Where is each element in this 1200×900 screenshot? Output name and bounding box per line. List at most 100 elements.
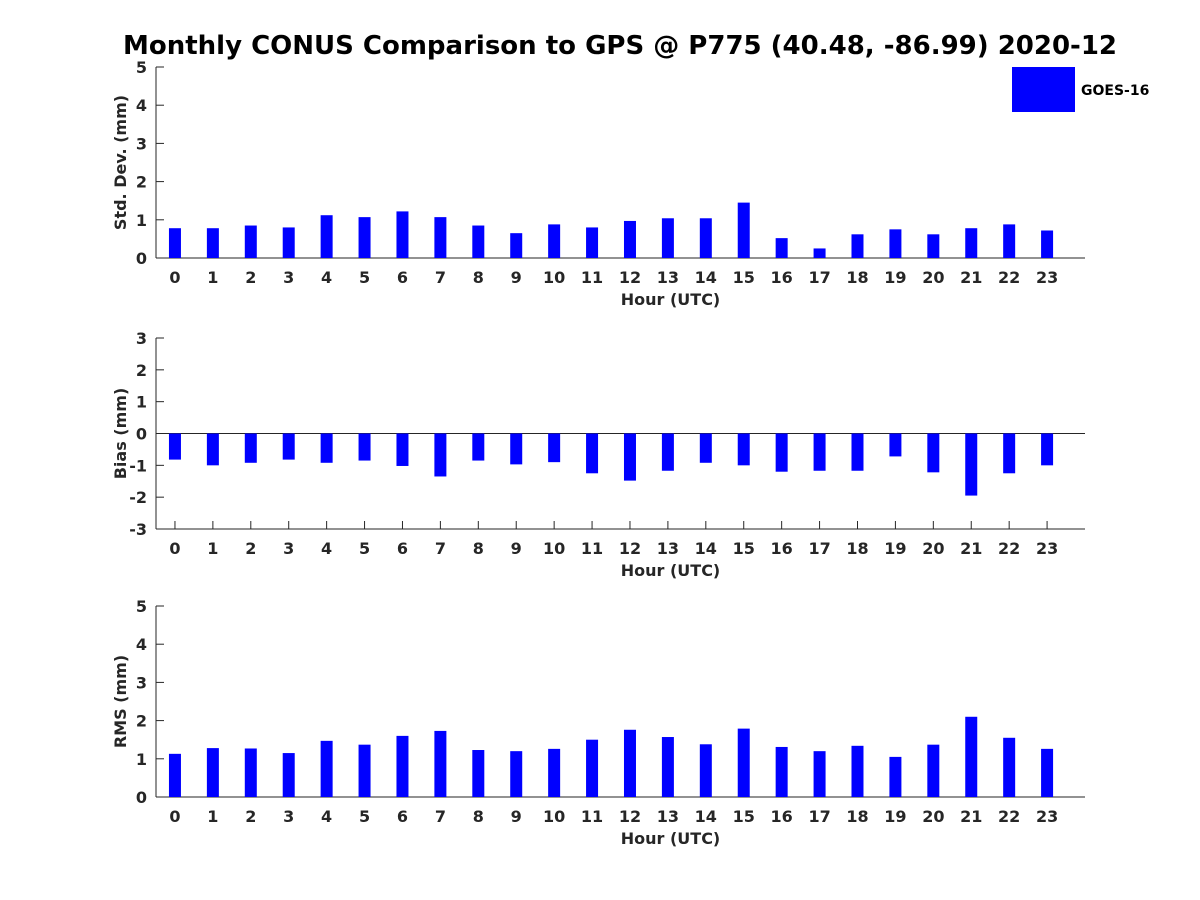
bar-hour-17 <box>813 433 826 471</box>
bar-hour-13 <box>661 218 674 258</box>
bar-hour-22 <box>1003 224 1016 258</box>
x-tick-label: 0 <box>169 268 180 287</box>
x-tick-label: 12 <box>619 807 641 826</box>
x-tick-label: 18 <box>846 268 868 287</box>
x-tick-label: 10 <box>543 807 565 826</box>
x-tick-label: 1 <box>207 807 218 826</box>
bar-hour-9 <box>510 233 523 258</box>
x-tick-label: 14 <box>695 807 717 826</box>
bar-hour-12 <box>623 220 636 258</box>
bar-hour-8 <box>472 225 485 258</box>
bar-hour-23 <box>1041 433 1054 466</box>
y-tick-label: 2 <box>136 712 147 731</box>
x-tick-label: 9 <box>511 268 522 287</box>
bar-hour-1 <box>206 228 219 258</box>
y-tick-label: 1 <box>136 211 147 230</box>
legend-swatch-goes-16 <box>1012 67 1075 112</box>
x-tick-label: 3 <box>283 268 294 287</box>
bar-hour-2 <box>244 433 257 463</box>
x-tick-label: 13 <box>657 539 679 558</box>
y-tick-label: 2 <box>136 173 147 192</box>
x-tick-label: 3 <box>283 807 294 826</box>
x-tick-label: 14 <box>695 268 717 287</box>
bar-hour-15 <box>737 433 750 466</box>
x-tick-label: 18 <box>846 807 868 826</box>
y-tick-label: 4 <box>136 635 147 654</box>
x-tick-label: 22 <box>998 539 1020 558</box>
bar-hour-6 <box>396 735 409 797</box>
bar-hour-5 <box>358 744 371 797</box>
bar-hour-4 <box>320 433 333 463</box>
x-tick-label: 4 <box>321 268 332 287</box>
x-tick-label: 4 <box>321 539 332 558</box>
x-tick-label: 15 <box>733 268 755 287</box>
bar-hour-21 <box>965 716 978 797</box>
bar-hour-11 <box>586 433 599 474</box>
bar-hour-18 <box>851 433 864 471</box>
bar-hour-6 <box>396 433 409 466</box>
x-tick-label: 18 <box>846 539 868 558</box>
x-tick-label: 9 <box>511 807 522 826</box>
bar-hour-22 <box>1003 433 1016 474</box>
bar-hour-19 <box>889 229 902 258</box>
x-tick-label: 19 <box>884 268 906 287</box>
x-axis-label: Hour (UTC) <box>621 561 721 580</box>
x-tick-label: 6 <box>397 539 408 558</box>
x-tick-label: 23 <box>1036 807 1058 826</box>
x-tick-label: 16 <box>771 539 793 558</box>
x-tick-label: 11 <box>581 268 603 287</box>
bar-hour-3 <box>282 227 295 258</box>
bar-hour-5 <box>358 433 371 461</box>
bar-hour-14 <box>699 433 712 463</box>
x-tick-label: 6 <box>397 807 408 826</box>
bar-hour-0 <box>168 433 181 460</box>
x-tick-label: 16 <box>771 807 793 826</box>
x-tick-label: 10 <box>543 539 565 558</box>
x-tick-label: 2 <box>245 268 256 287</box>
x-tick-label: 10 <box>543 268 565 287</box>
bar-hour-17 <box>813 248 826 258</box>
y-tick-label: 5 <box>136 597 147 616</box>
x-tick-label: 16 <box>771 268 793 287</box>
bar-hour-12 <box>623 433 636 481</box>
bar-hour-13 <box>661 433 674 471</box>
bar-hour-18 <box>851 234 864 258</box>
bar-hour-7 <box>434 433 447 477</box>
y-tick-label: 0 <box>136 425 147 444</box>
x-tick-label: 0 <box>169 807 180 826</box>
x-axis-label: Hour (UTC) <box>621 290 721 309</box>
x-tick-label: 17 <box>808 539 830 558</box>
bar-hour-15 <box>737 728 750 797</box>
x-tick-label: 5 <box>359 807 370 826</box>
x-tick-label: 9 <box>511 539 522 558</box>
x-tick-label: 15 <box>733 807 755 826</box>
x-tick-label: 12 <box>619 539 641 558</box>
bar-hour-12 <box>623 729 636 797</box>
bar-hour-1 <box>206 433 219 466</box>
x-tick-label: 19 <box>884 539 906 558</box>
x-tick-label: 11 <box>581 807 603 826</box>
y-tick-label: -1 <box>129 456 147 475</box>
y-axis-label: RMS (mm) <box>111 655 130 748</box>
x-tick-label: 15 <box>733 539 755 558</box>
legend: GOES-16 <box>1012 67 1149 112</box>
bar-hour-5 <box>358 217 371 258</box>
bar-hour-20 <box>927 744 940 797</box>
bar-hour-18 <box>851 745 864 797</box>
x-tick-label: 2 <box>245 539 256 558</box>
y-tick-label: -2 <box>129 488 147 507</box>
bar-hour-11 <box>586 739 599 797</box>
x-tick-label: 13 <box>657 807 679 826</box>
bar-hour-22 <box>1003 737 1016 797</box>
x-tick-label: 17 <box>808 268 830 287</box>
y-tick-label: 3 <box>136 673 147 692</box>
bar-hour-23 <box>1041 748 1054 797</box>
bar-hour-16 <box>775 746 788 797</box>
bar-hour-21 <box>965 228 978 258</box>
bar-hour-3 <box>282 433 295 460</box>
bar-hour-9 <box>510 751 523 797</box>
